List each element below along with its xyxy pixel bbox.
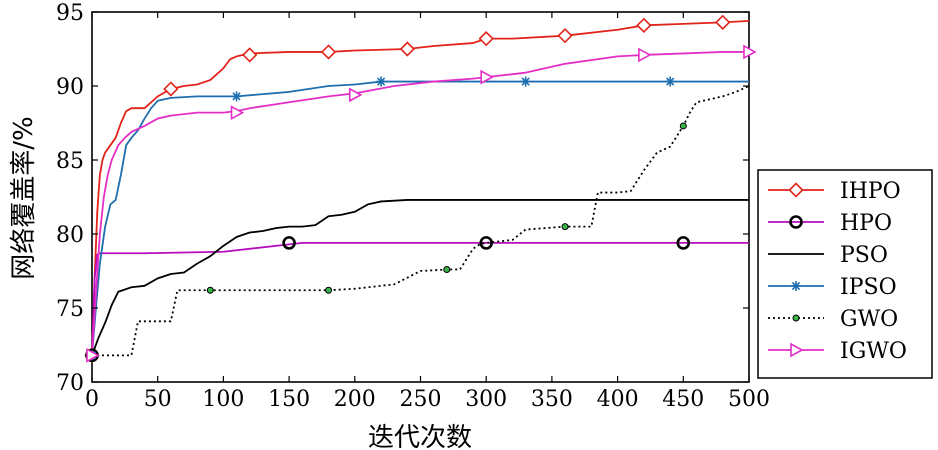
series-marker-gwo — [561, 223, 569, 231]
y-tick-label: 70 — [56, 371, 84, 396]
x-tick-label: 100 — [202, 387, 244, 412]
series-line-igwo — [91, 51, 749, 356]
series-marker-ipso — [376, 76, 387, 87]
x-tick-label: 350 — [531, 387, 573, 412]
legend-label-igwo: IGWO — [840, 339, 907, 364]
series-marker-igwo — [86, 348, 100, 363]
legend-label-gwo: GWO — [840, 307, 898, 332]
series-marker-ipso — [231, 91, 242, 102]
y-tick-label: 85 — [56, 149, 84, 174]
x-tick-label: 50 — [144, 387, 172, 412]
x-tick-label: 450 — [662, 387, 704, 412]
series-line-pso — [91, 199, 749, 356]
legend: IHPO HPO PSO IPSO GWO IGWO — [757, 169, 933, 379]
legend-label-pso: PSO — [840, 243, 888, 268]
x-tick-label: 0 — [85, 387, 99, 412]
series-marker-ipso — [520, 76, 531, 87]
series-marker-igwo — [230, 105, 245, 120]
legend-marker-igwo — [790, 342, 804, 358]
legend-box — [757, 169, 933, 379]
legend-marker-gwo — [792, 314, 800, 322]
x-axis-label: 迭代次数 — [368, 423, 472, 450]
legend-marker-ipso — [791, 281, 801, 291]
series-marker-ihpo — [242, 47, 258, 63]
series-marker-ihpo — [636, 17, 652, 33]
series-marker-igwo — [638, 47, 652, 63]
series-line-ipso — [91, 80, 749, 356]
legend-marker-hpo — [789, 215, 803, 229]
plot-area — [91, 11, 750, 383]
series-line-hpo — [91, 241, 749, 356]
series-marker-igwo — [348, 87, 363, 103]
y-axis-label: 网络覆盖率/% — [9, 116, 39, 279]
x-tick-label: 200 — [334, 387, 376, 412]
series-marker-gwo — [679, 122, 687, 130]
series-marker-ihpo — [478, 31, 494, 47]
series-marker-hpo — [676, 236, 691, 250]
series-marker-igwo — [743, 44, 757, 60]
series-marker-ipso — [665, 76, 676, 87]
series-line-gwo — [92, 85, 750, 357]
series-marker-ihpo — [399, 41, 415, 57]
legend-label-ihpo: IHPO — [840, 179, 901, 204]
x-tick-label: 300 — [465, 387, 507, 412]
x-tick-label: 500 — [728, 387, 770, 412]
y-tick-label: 80 — [56, 223, 84, 248]
y-tick-label: 95 — [56, 1, 84, 26]
y-tick-label: 90 — [56, 75, 84, 100]
series-marker-igwo — [480, 69, 494, 85]
series-marker-gwo — [206, 286, 214, 294]
series-marker-hpo — [282, 236, 296, 250]
series-marker-ihpo — [557, 28, 573, 44]
series-marker-ihpo — [715, 14, 731, 30]
y-tick-label: 75 — [56, 297, 84, 322]
legend-marker-ihpo — [788, 182, 804, 198]
x-tick-label: 150 — [268, 387, 310, 412]
series-marker-hpo — [479, 236, 494, 250]
legend-label-hpo: HPO — [840, 211, 892, 236]
x-tick-label: 400 — [597, 387, 639, 412]
x-tick-label: 250 — [400, 387, 442, 412]
series-marker-gwo — [443, 266, 451, 274]
series-marker-gwo — [325, 286, 333, 294]
series-line-ihpo — [91, 19, 750, 356]
legend-label-ipso: IPSO — [840, 275, 897, 300]
series-marker-ihpo — [320, 44, 337, 60]
series-marker-ihpo — [163, 81, 179, 97]
